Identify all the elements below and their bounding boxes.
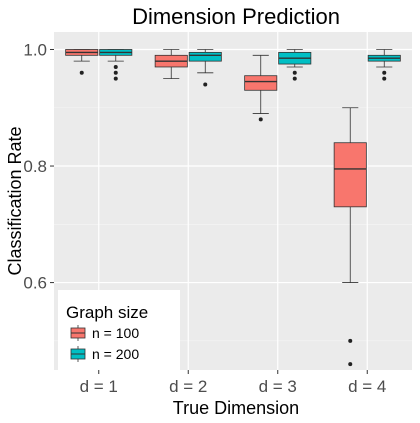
box-iqr [188,51,222,62]
x-tick-label: d = 2 [169,377,207,396]
legend-item: n = 100 [70,325,139,341]
outlier-point [113,64,118,69]
box-n100-2 [154,49,188,80]
outlier-point [292,70,297,75]
outlier-point [348,338,353,343]
outlier-point [348,362,353,367]
outlier-point [79,70,84,75]
outlier-point [292,76,297,81]
legend-item: n = 200 [70,346,139,362]
y-axis-ticks: 0.6 0.8 1.0 [23,40,54,293]
x-tick-label: d = 4 [348,377,386,396]
x-axis-title: True Dimension [173,398,299,418]
box-iqr [333,142,367,208]
outlier-point [113,70,118,75]
outlier-point [203,82,208,87]
boxes [65,49,401,367]
chart-title: Dimension Prediction [132,4,340,29]
legend-label: n = 200 [92,346,139,362]
box-n200-3 [278,49,312,81]
box-n200-2 [188,49,222,87]
legend: Graph size n = 100 n = 200 [58,290,180,370]
x-tick-label: d = 1 [80,377,118,396]
outlier-point [258,117,263,122]
outlier-point [382,76,387,81]
legend-label: n = 100 [92,325,139,341]
y-tick-label: 0.8 [23,157,47,176]
box-n200-4 [367,49,401,81]
outlier-point [382,70,387,75]
x-tick-label: d = 3 [259,377,297,396]
box-n100-4 [333,107,367,367]
box-n100-1 [65,49,99,75]
y-tick-label: 1.0 [23,40,47,59]
box-n100-3 [244,54,278,122]
legend-title: Graph size [66,303,148,322]
outlier-point [113,76,118,81]
x-axis-ticks: d = 1 d = 2 d = 3 d = 4 [80,370,386,396]
y-axis-title: Classification Rate [5,126,25,275]
y-tick-label: 0.6 [23,274,47,293]
box-iqr [244,75,278,91]
box-n200-1 [99,49,133,81]
